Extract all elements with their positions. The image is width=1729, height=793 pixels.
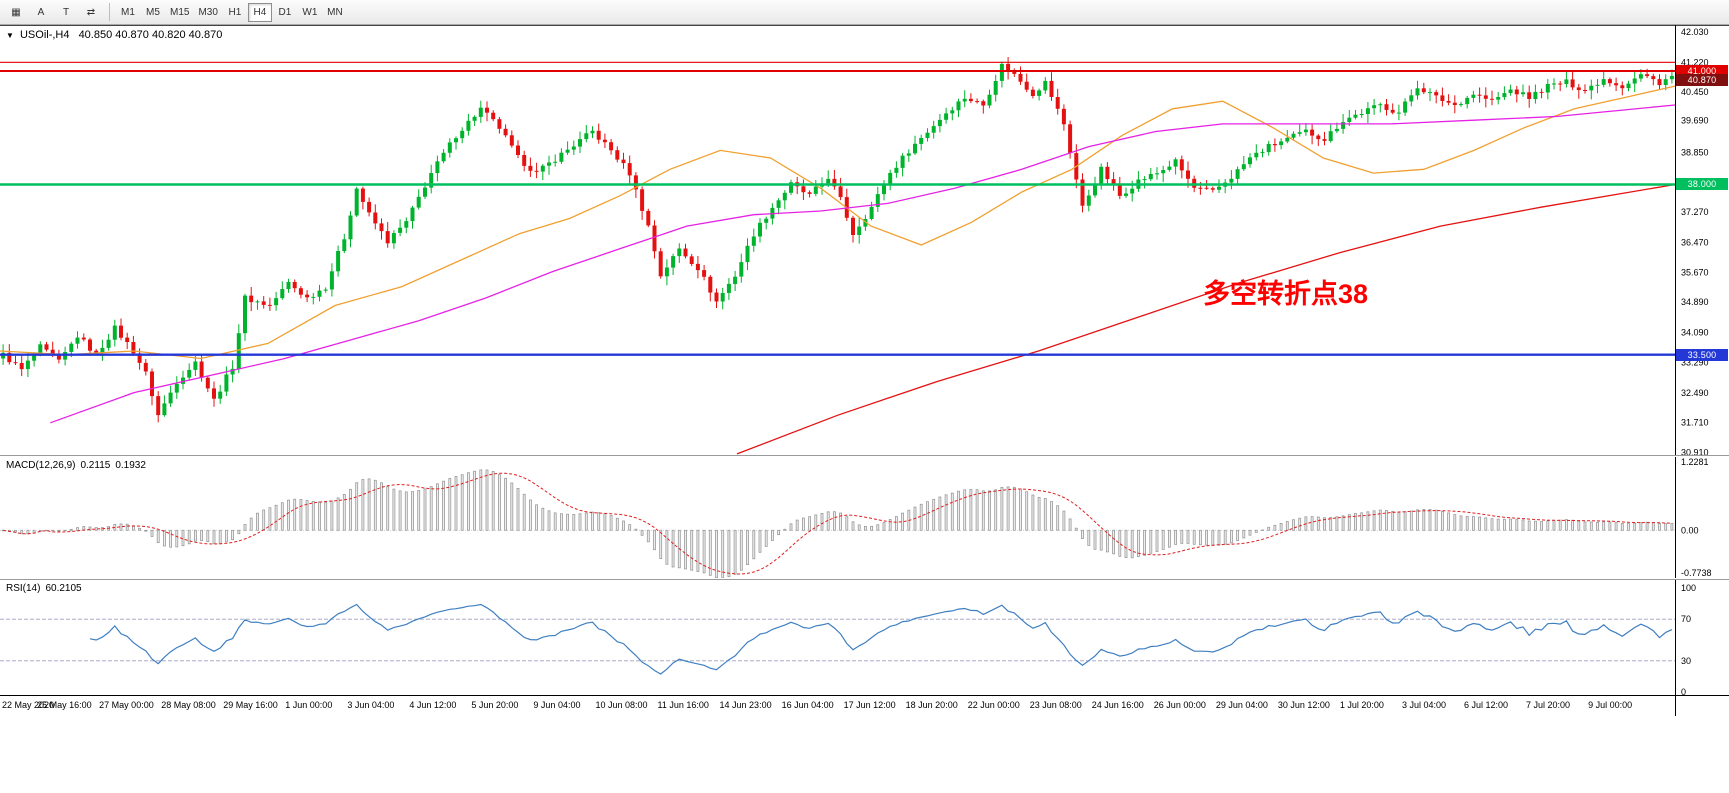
toolbar-tools-group: ▦ A T ⇄	[4, 3, 103, 22]
svg-text:41.220: 41.220	[1681, 58, 1709, 68]
macd-canvas[interactable]: 1.2281 0.00 -0.7738	[0, 457, 1729, 578]
time-axis-label: 9 Jun 04:00	[533, 700, 581, 710]
time-axis-label: 14 Jun 23:00	[719, 700, 772, 710]
ohlc-values: 40.850 40.870 40.820 40.870	[78, 29, 223, 41]
rsi-label: RSI(14) 60.2105	[6, 583, 82, 594]
svg-text:0.00: 0.00	[1681, 525, 1699, 535]
rsi-value: 60.2105	[45, 583, 82, 594]
time-axis-label: 25 May 16:00	[37, 700, 92, 710]
svg-text:30: 30	[1681, 656, 1691, 666]
time-axis-label: 16 Jun 04:00	[781, 700, 834, 710]
time-axis-label: 1 Jul 20:00	[1339, 700, 1384, 710]
svg-text:42.030: 42.030	[1681, 27, 1709, 37]
svg-text:1.2281: 1.2281	[1681, 457, 1709, 467]
time-axis-label: 9 Jul 00:00	[1588, 700, 1633, 710]
svg-text:37.270: 37.270	[1681, 207, 1709, 217]
time-axis-label: 23 Jun 08:00	[1029, 700, 1082, 710]
time-axis-label: 24 Jun 16:00	[1091, 700, 1144, 710]
svg-text:32.490: 32.490	[1681, 388, 1709, 398]
panel-separator-1[interactable]	[0, 455, 1729, 456]
time-axis-label: 30 Jun 12:00	[1277, 700, 1330, 710]
macd-label: MACD(12,26,9) 0.2115 0.1932	[6, 460, 146, 471]
auto-shift-button[interactable]: ⇄	[86, 6, 96, 18]
timeframe-m15-button[interactable]: M15	[170, 6, 190, 18]
time-axis[interactable]: 22 May 2020 25 May 16:00 27 May 00:00 28 Ma…	[0, 696, 1729, 718]
timeframe-m5-button[interactable]: M5	[146, 6, 160, 18]
svg-text:40.450: 40.450	[1681, 87, 1709, 97]
macd-value-signal: 0.1932	[115, 460, 146, 471]
timeframe-m1-button[interactable]: M1	[121, 6, 135, 18]
price-line-tag-33.500[interactable]: 33.500	[1676, 349, 1728, 361]
top-toolbar: ▦ A T ⇄ M1 M5 M15 M30 H1 H4 D1 W1 MN	[0, 0, 1729, 25]
time-axis-label: 28 May 08:00	[161, 700, 216, 710]
toolbar-separator	[109, 3, 110, 21]
svg-text:0: 0	[1681, 687, 1686, 695]
svg-text:34.890: 34.890	[1681, 297, 1709, 307]
svg-text:34.090: 34.090	[1681, 327, 1709, 337]
svg-text:38.850: 38.850	[1681, 147, 1709, 157]
svg-text:70: 70	[1681, 614, 1691, 624]
time-axis-border	[0, 695, 1729, 696]
main-chart-canvas[interactable]: 42.03041.22040.45039.69038.85038.08037.2…	[0, 25, 1729, 455]
panel-separator-2[interactable]	[0, 579, 1729, 580]
svg-text:-0.7738: -0.7738	[1681, 568, 1712, 578]
svg-text:31.710: 31.710	[1681, 418, 1709, 428]
svg-text:35.670: 35.670	[1681, 268, 1709, 278]
time-axis-label: 3 Jun 04:00	[347, 700, 395, 710]
rsi-canvas[interactable]: 100 70 30 0	[0, 580, 1729, 695]
axis-corner-line	[1675, 695, 1676, 716]
annotate-letter-button[interactable]: A	[37, 6, 45, 18]
chart-text-annotation: 多空转折点38	[1203, 279, 1369, 309]
time-axis-label: 29 May 16:00	[223, 700, 278, 710]
chart-type-button[interactable]: ▦	[11, 6, 21, 18]
time-axis-label: 18 Jun 20:00	[905, 700, 958, 710]
timeframe-m30-button[interactable]: M30	[198, 6, 218, 18]
time-axis-label: 22 Jun 00:00	[967, 700, 1020, 710]
time-axis-label: 17 Jun 12:00	[843, 700, 896, 710]
chart-title: ▼ USOil-,H4 40.850 40.870 40.820 40.870	[6, 29, 222, 41]
symbol-dropdown-icon[interactable]: ▼	[6, 31, 14, 40]
timeframe-d1-button[interactable]: D1	[278, 6, 292, 18]
time-axis-label: 22 May 2020	[2, 700, 55, 710]
timeframe-w1-button[interactable]: W1	[302, 6, 318, 18]
time-axis-label: 26 Jun 00:00	[1153, 700, 1206, 710]
time-axis-label: 27 May 00:00	[99, 700, 154, 710]
time-axis-label: 29 Jun 04:00	[1215, 700, 1268, 710]
svg-text:33.290: 33.290	[1681, 358, 1709, 368]
timeframe-buttons-group: M1 M5 M15 M30 H1 H4 D1 W1 MN	[116, 2, 347, 22]
time-axis-label: 11 Jun 16:00	[657, 700, 709, 710]
svg-text:30.910: 30.910	[1681, 448, 1709, 455]
text-tool-button[interactable]: T	[62, 6, 70, 18]
time-axis-label: 6 Jul 12:00	[1463, 700, 1509, 710]
time-axis-label: 7 Jul 20:00	[1526, 700, 1571, 710]
svg-text:100: 100	[1681, 583, 1696, 593]
time-axis-label: 1 Jun 00:00	[285, 700, 333, 710]
time-axis-label: 4 Jun 12:00	[409, 700, 457, 710]
timeframe-h4-button[interactable]: H4	[247, 2, 272, 22]
bid-price-tag[interactable]: 40.870	[1676, 74, 1728, 86]
time-axis-label: 3 Jul 04:00	[1401, 700, 1446, 710]
price-line-tag-38.000[interactable]: 38.000	[1676, 178, 1728, 190]
timeframe-h1-button[interactable]: H1	[228, 6, 242, 18]
symbol-label: USOil-,H4	[19, 29, 70, 41]
timeframe-mn-button[interactable]: MN	[327, 6, 343, 18]
time-axis-label: 10 Jun 08:00	[595, 700, 648, 710]
svg-text:39.690: 39.690	[1681, 116, 1709, 126]
time-axis-label: 5 Jun 20:00	[471, 700, 519, 710]
macd-value-main: 0.2115	[80, 460, 111, 471]
svg-text:36.470: 36.470	[1681, 237, 1709, 247]
